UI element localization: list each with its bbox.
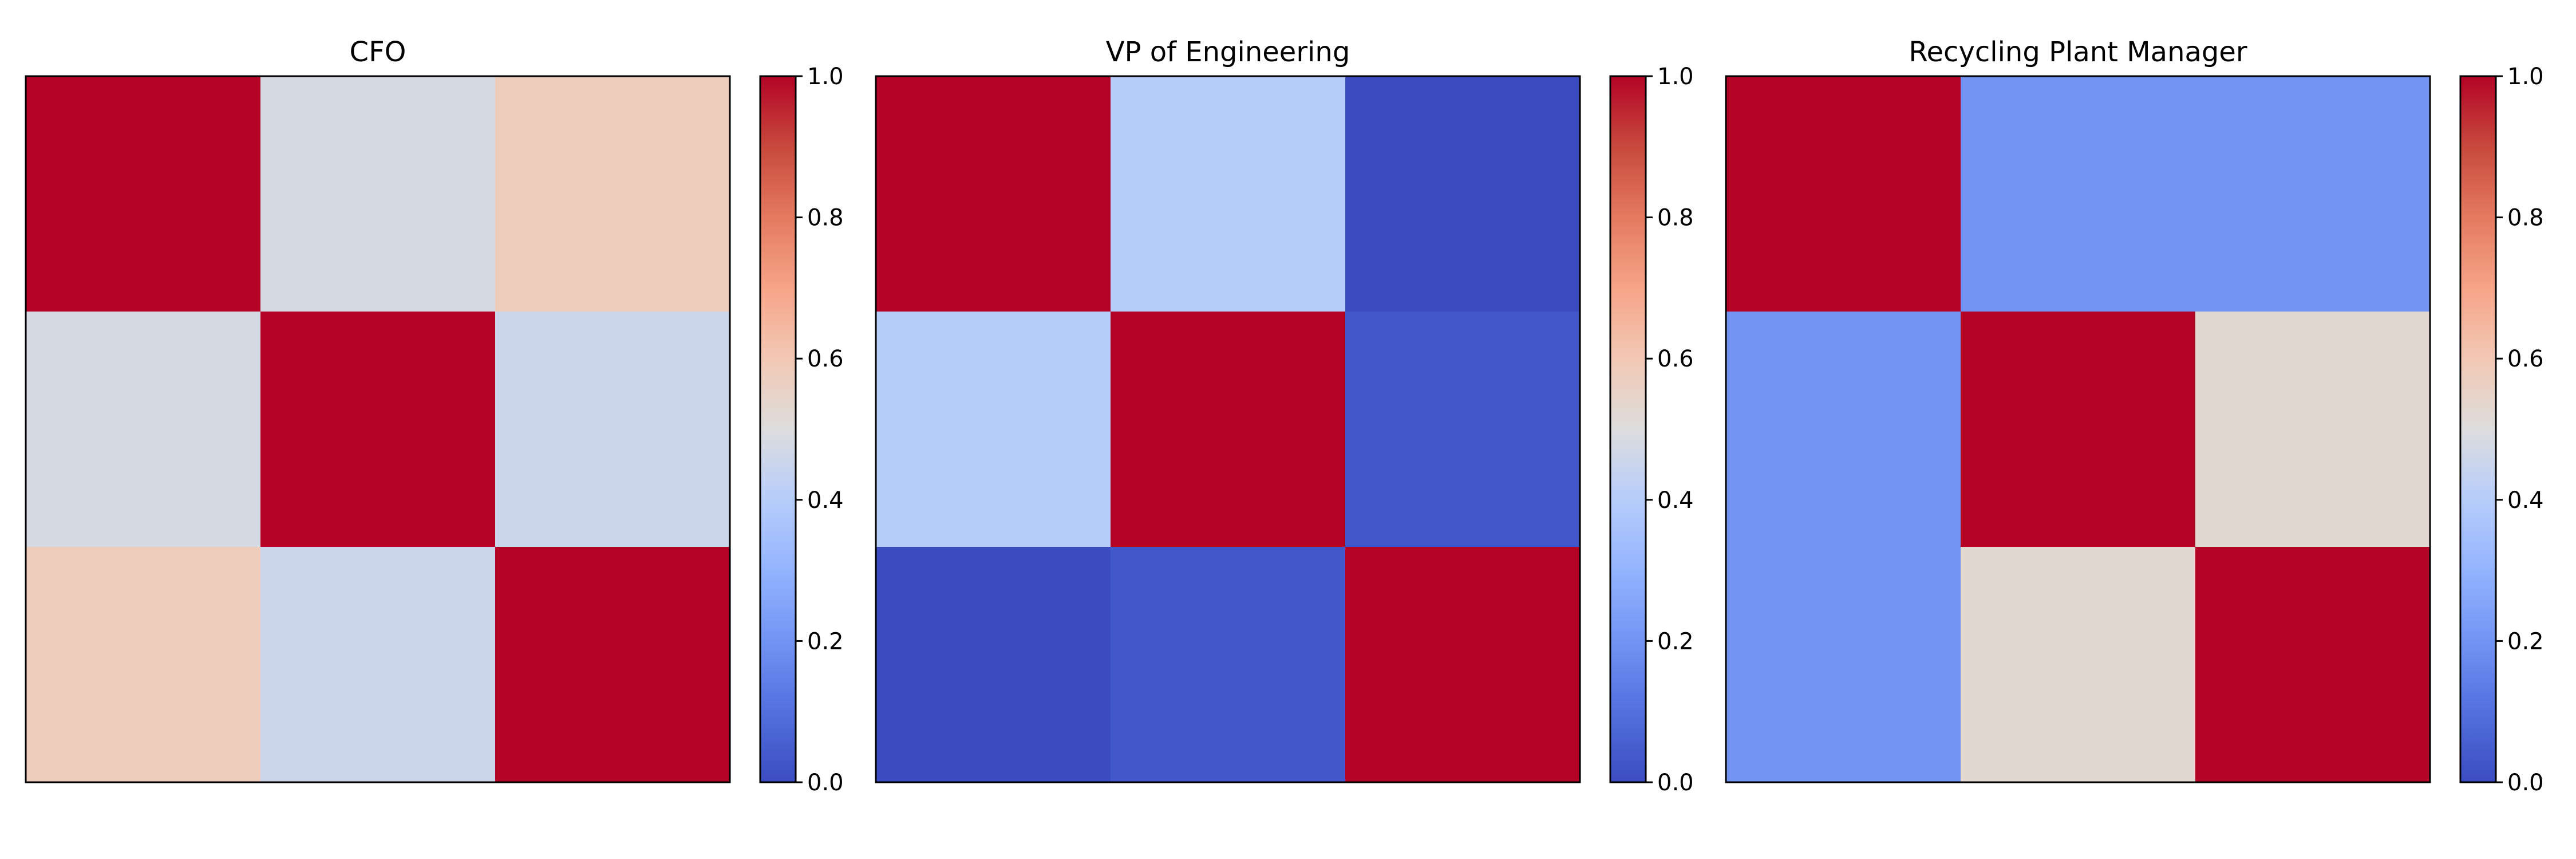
colorbar-tick-label: 0.0 [1657, 770, 1694, 796]
heatmap-cell [2195, 547, 2431, 783]
panel-vp-of-engineering: VP of Engineering 0.0 0.2 0.4 0.6 0.8 1.0 [875, 36, 1694, 796]
heatmap-cell [1961, 312, 2196, 547]
heatmap-cells [1726, 76, 2431, 783]
colorbar-tick-label: 0.6 [807, 346, 844, 372]
heatmap-cell [876, 76, 1111, 312]
colorbar-tick-label: 0.4 [2507, 487, 2544, 514]
heatmap-frame [25, 75, 731, 783]
heatmap-cell [495, 312, 730, 547]
colorbar-tick-label: 0.0 [2507, 770, 2544, 796]
heatmap-cell [2195, 76, 2431, 312]
heatmap-frame [1725, 75, 2431, 783]
colorbar-tick-label: 1.0 [807, 64, 844, 90]
colorbar: 0.0 0.2 0.4 0.6 0.8 1.0 [2459, 64, 2544, 796]
heatmap-cell [1726, 312, 1961, 547]
colorbar-frame [2459, 75, 2497, 783]
colorbar-frame [759, 75, 797, 783]
heatmap-cell [26, 312, 261, 547]
colorbar-tick-label: 1.0 [2507, 64, 2544, 90]
colorbar-tick-label: 0.2 [1657, 628, 1694, 655]
colorbar-gradient [760, 76, 796, 782]
heatmap-cell [1726, 76, 1961, 312]
heatmap-cell [495, 76, 730, 312]
colorbar-gradient [2460, 76, 2496, 782]
panel-title: VP of Engineering [1106, 36, 1350, 68]
colorbar-tick-label: 0.2 [807, 628, 844, 655]
heatmap-cell [1111, 76, 1346, 312]
heatmap-cells [26, 76, 730, 783]
heatmap-cell [260, 547, 496, 783]
panel-cfo: CFO 0.0 0.2 0.4 0.6 0.8 1.0 [25, 36, 844, 796]
heatmap-cell [1345, 76, 1581, 312]
colorbar-tick-label: 0.4 [807, 487, 844, 514]
colorbar-frame [1609, 75, 1647, 783]
heatmap-cell [1111, 547, 1346, 783]
colorbar-tick-label: 0.8 [2507, 205, 2544, 231]
heatmap-cell [495, 547, 730, 783]
colorbar-tick-label: 0.6 [1657, 346, 1694, 372]
heatmap-cell [876, 547, 1111, 783]
heatmap-cell [876, 312, 1111, 547]
heatmap-cell [1345, 547, 1581, 783]
colorbar-gradient [1610, 76, 1646, 782]
heatmap-cell [26, 76, 261, 312]
panel-title: Recycling Plant Manager [1909, 36, 2247, 68]
colorbar-tick-label: 0.8 [807, 205, 844, 231]
panel-title: CFO [350, 36, 406, 68]
heatmap-cells [876, 76, 1581, 783]
heatmap-cell [260, 76, 496, 312]
heatmap-cell [1111, 312, 1346, 547]
colorbar: 0.0 0.2 0.4 0.6 0.8 1.0 [1609, 64, 1694, 796]
heatmap-cell [1961, 76, 2196, 312]
heatmap-cell [260, 312, 496, 547]
heatmap-cell [2195, 312, 2431, 547]
colorbar: 0.0 0.2 0.4 0.6 0.8 1.0 [759, 64, 844, 796]
panel-recycling-plant-manager: Recycling Plant Manager 0.0 0.2 0.4 0.6 0.8 1… [1725, 36, 2544, 796]
heatmap-frame [875, 75, 1581, 783]
colorbar-tick-label: 0.8 [1657, 205, 1694, 231]
colorbar-tick-label: 0.4 [1657, 487, 1694, 514]
heatmap-cell [1961, 547, 2196, 783]
heatmap-cell [26, 547, 261, 783]
colorbar-tick-label: 0.0 [807, 770, 844, 796]
heatmap-cell [1345, 312, 1581, 547]
colorbar-tick-label: 0.6 [2507, 346, 2544, 372]
colorbar-tick-label: 1.0 [1657, 64, 1694, 90]
colorbar-tick-label: 0.2 [2507, 628, 2544, 655]
heatmap-cell [1726, 547, 1961, 783]
